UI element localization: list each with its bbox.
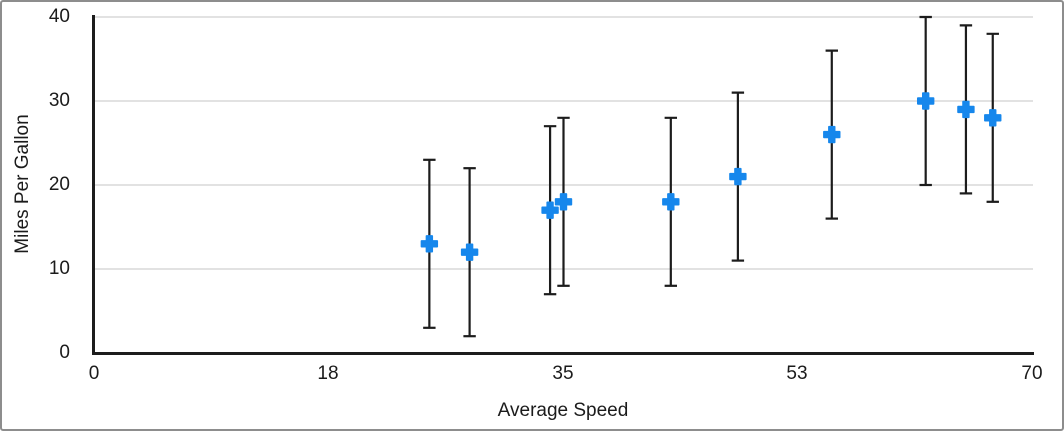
x-axis-title: Average Speed <box>497 400 629 421</box>
x-tick-label-0: 0 <box>88 363 100 384</box>
data-point-marker[interactable] <box>420 235 439 253</box>
x-tick-label-70: 70 <box>1021 363 1043 384</box>
data-point <box>823 49 841 220</box>
data-point <box>984 32 1002 203</box>
x-axis-line <box>92 352 1034 355</box>
data-point <box>554 116 573 287</box>
data-point-marker[interactable] <box>957 100 975 119</box>
x-tick-label-53: 53 <box>786 363 808 384</box>
y-axis-line <box>92 15 95 354</box>
data-point <box>916 15 935 187</box>
data-point-marker[interactable] <box>916 92 935 110</box>
data-point <box>957 24 975 195</box>
gridline-40 <box>94 16 1033 18</box>
data-point <box>541 125 559 296</box>
data-point-marker[interactable] <box>984 109 1002 127</box>
y-axis-title: Miles Per Gallon <box>12 114 33 254</box>
data-point <box>662 116 680 287</box>
data-point <box>460 167 479 338</box>
y-tick-label-10: 10 <box>48 258 70 279</box>
data-point-marker[interactable] <box>460 243 479 261</box>
data-point-marker[interactable] <box>823 125 841 144</box>
y-tick-label-30: 30 <box>48 90 70 111</box>
x-tick-label-35: 35 <box>552 363 574 384</box>
gridline-30 <box>94 100 1033 102</box>
y-tick-label-0: 0 <box>59 342 70 363</box>
data-point-marker[interactable] <box>554 193 573 211</box>
x-tick-label-18: 18 <box>317 363 339 384</box>
data-point <box>420 158 439 329</box>
y-tick-label-40: 40 <box>48 6 70 27</box>
data-point-marker[interactable] <box>729 167 747 186</box>
data-point <box>729 91 747 262</box>
y-tick-label-20: 20 <box>48 174 70 195</box>
data-point-marker[interactable] <box>662 193 680 211</box>
data-point-marker[interactable] <box>541 201 559 219</box>
